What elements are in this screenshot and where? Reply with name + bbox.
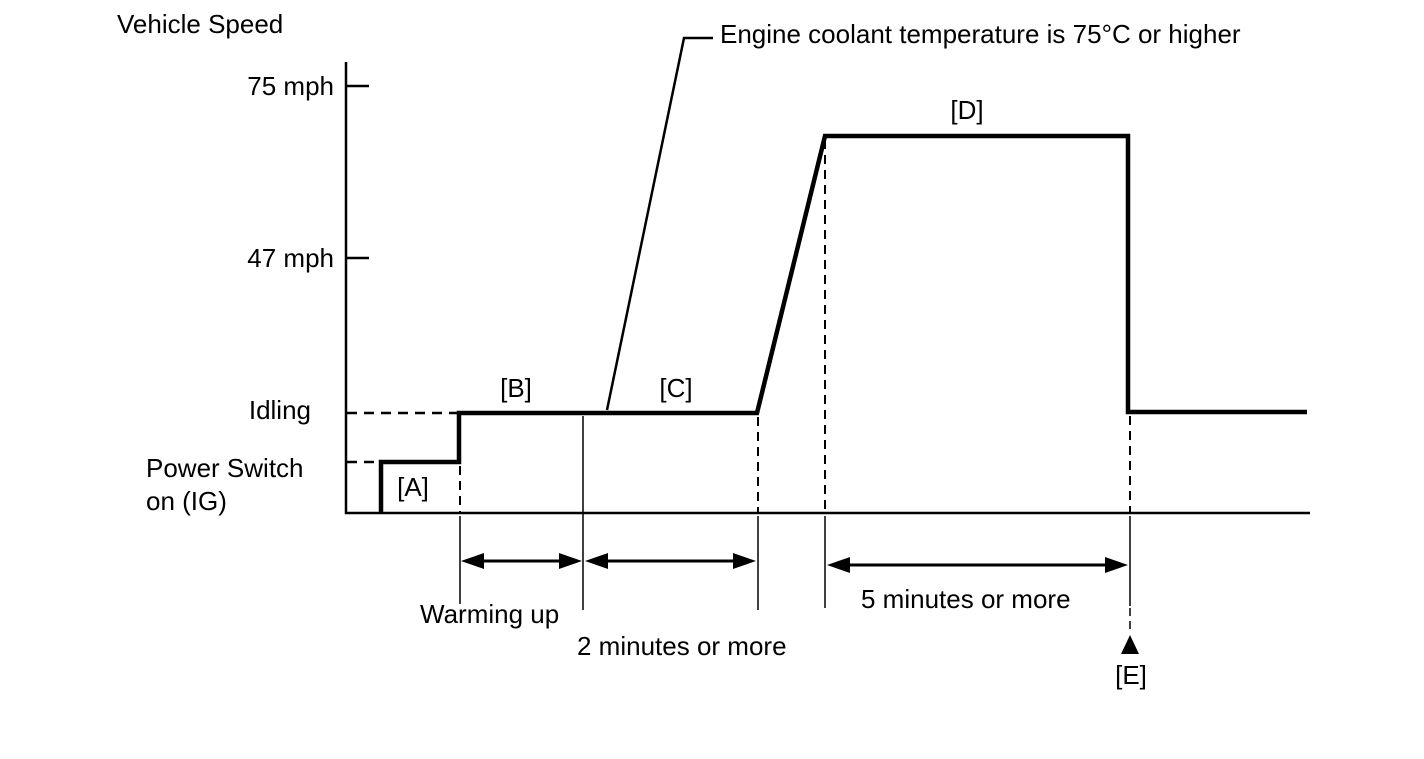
arrowhead-2min-left (585, 553, 608, 569)
phase-label-d: [D] (950, 95, 984, 125)
y-axis-title: Vehicle Speed (117, 9, 284, 39)
phase-label-c: [C] (659, 373, 693, 403)
tick-label-47mph: 47 mph (247, 243, 334, 273)
duration-label-2-minutes: 2 minutes or more (577, 631, 787, 661)
duration-label-warming-up: Warming up (420, 599, 560, 629)
level-label-power-switch: Power Switch on (IG) (146, 453, 304, 516)
arrowhead-warming-left (461, 553, 484, 569)
arrowhead-warming-right (559, 553, 582, 569)
phase-label-e: [E] (1115, 660, 1147, 690)
tick-label-75mph: 75 mph (247, 71, 334, 101)
speed-trace (378, 133, 1307, 513)
phase-label-a: [A] (397, 472, 429, 502)
phase-label-b: [B] (500, 373, 532, 403)
arrowhead-5min-right (1105, 557, 1128, 573)
annotation-leader-line (605, 36, 713, 411)
level-label-idling: Idling (248, 395, 311, 425)
arrowhead-2min-right (733, 553, 756, 569)
arrowhead-5min-left (827, 557, 850, 573)
coolant-annotation: Engine coolant temperature is 75°C or hi… (720, 19, 1241, 49)
duration-label-5-minutes: 5 minutes or more (861, 584, 1071, 614)
phase-e-arrowhead (1121, 635, 1139, 654)
